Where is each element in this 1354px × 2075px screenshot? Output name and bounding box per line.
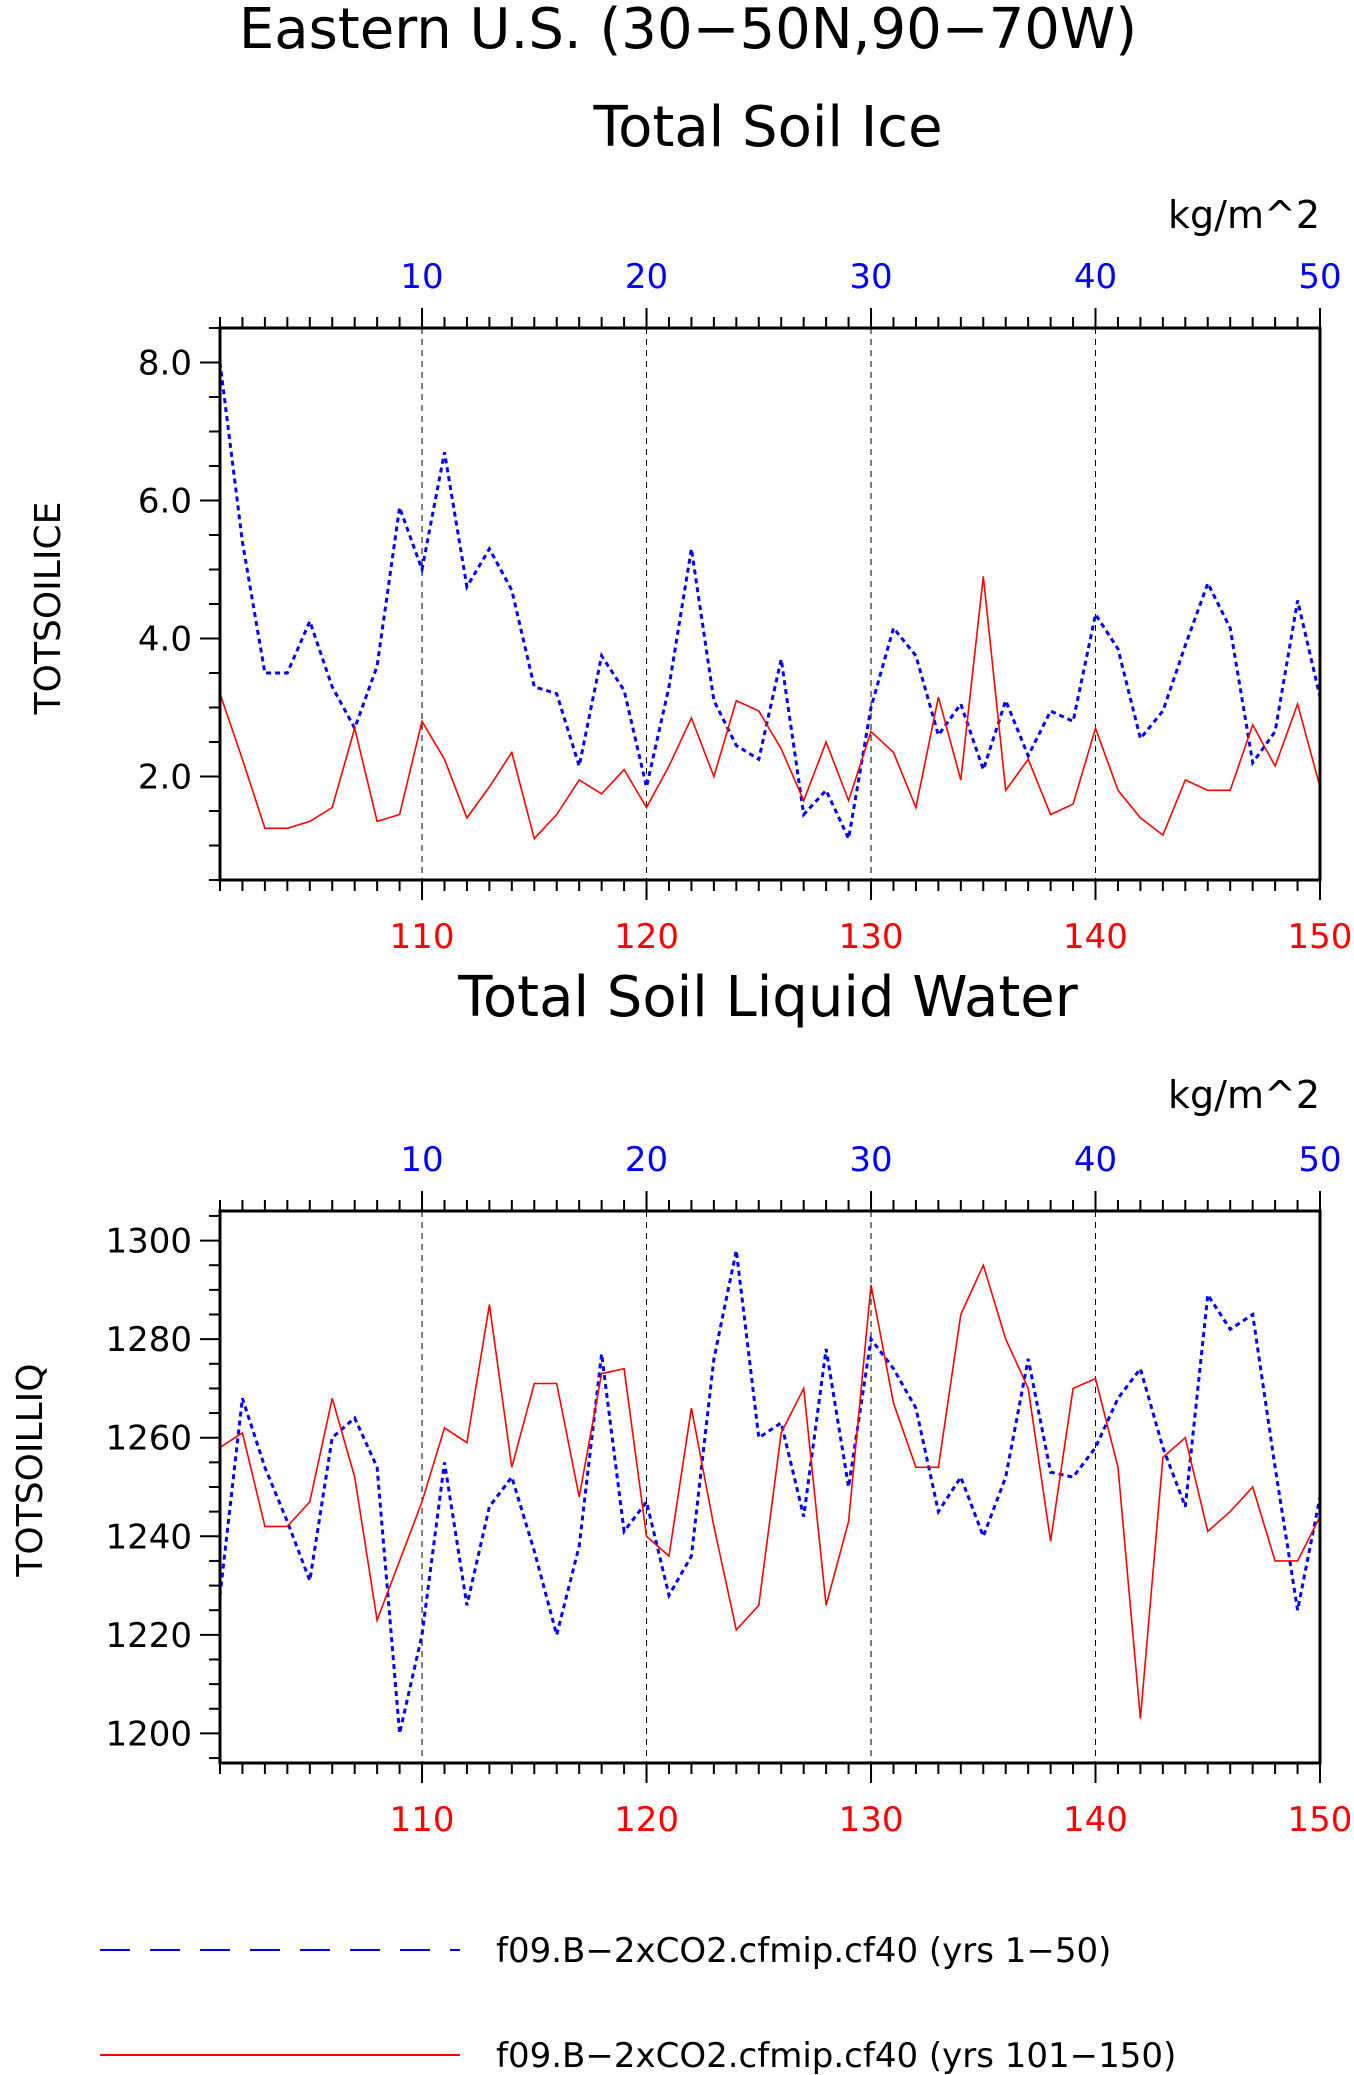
series-lines [218,1250,1322,1734]
bottom-tick-label: 120 [614,917,679,957]
bottom-tick-label: 150 [1288,1800,1353,1840]
bottom-tick-label: 130 [839,1800,904,1840]
y-axis-label: TOTSOILICE [28,502,69,716]
bottom-tick-label: 140 [1063,1800,1128,1840]
panel-title: Total Soil Liquid Water [457,965,1079,1030]
top-tick-label: 40 [1074,257,1117,297]
top-tick-label: 20 [625,257,668,297]
vertical-grid [421,328,1097,880]
bottom-tick-label: 150 [1288,917,1353,957]
panel-soil-liquid: Total Soil Liquid Water kg/m^2 TOTSOILLI… [10,965,1352,1840]
bottom-tick-label: 120 [614,1800,679,1840]
top-tick-label: 20 [625,1140,668,1180]
top-tick-label: 50 [1298,257,1341,297]
axes: 10 20 30 40 50 110 120 130 140 150 2.0 4.0 6.0 8.0 [138,257,1353,957]
y-tick-label: 8.0 [138,344,192,384]
legend-label: f09.B−2xCO2.cfmip.cf40 (yrs 1−50) [496,1931,1111,1971]
bottom-tick-label: 110 [390,917,455,957]
series-line-yrs-1-50 [218,362,1322,844]
vertical-grid [421,1211,1097,1763]
bottom-tick-label: 110 [390,1800,455,1840]
axes: 10 20 30 40 50 110 120 130 140 150 1200 1220 1240 126… [105,1140,1352,1840]
y-tick-label: 1260 [105,1419,192,1459]
y-axis-label: TOTSOILLIQ [10,1363,51,1577]
y-tick-label: 4.0 [138,620,192,660]
top-tick-label: 10 [400,257,443,297]
bottom-tick-label: 140 [1063,917,1128,957]
y-tick-label: 1240 [105,1517,192,1557]
plot-frame [218,326,1322,882]
panel-title: Total Soil Ice [592,95,942,160]
bottom-tick-label: 130 [839,917,904,957]
units-label: kg/m^2 [1168,1073,1320,1117]
panel-soil-ice: Total Soil Ice kg/m^2 TOTSOILICE 10 20 30 4… [28,95,1352,957]
y-tick-label: 1200 [105,1714,192,1754]
top-tick-label: 50 [1298,1140,1341,1180]
series-line-yrs-1-50 [218,1250,1322,1734]
y-tick-label: 1300 [105,1222,192,1262]
legend-label: f09.B−2xCO2.cfmip.cf40 (yrs 101−150) [496,2036,1176,2075]
series-lines [218,362,1322,844]
top-tick-label: 30 [849,257,892,297]
y-tick-label: 6.0 [138,482,192,522]
y-tick-label: 1220 [105,1616,192,1656]
plot-frame [218,1209,1322,1765]
legend: f09.B−2xCO2.cfmip.cf40 (yrs 1−50) f09.B−… [100,1931,1176,2075]
top-tick-label: 40 [1074,1140,1117,1180]
y-tick-label: 2.0 [138,758,192,798]
figure-title: Eastern U.S. (30−50N,90−70W) [239,0,1137,62]
series-line-yrs-101-150 [219,576,1321,841]
y-tick-label: 1280 [105,1320,192,1360]
top-tick-label: 10 [400,1140,443,1180]
units-label: kg/m^2 [1168,193,1320,237]
top-tick-label: 30 [849,1140,892,1180]
series-line-yrs-101-150 [219,1262,1321,1719]
